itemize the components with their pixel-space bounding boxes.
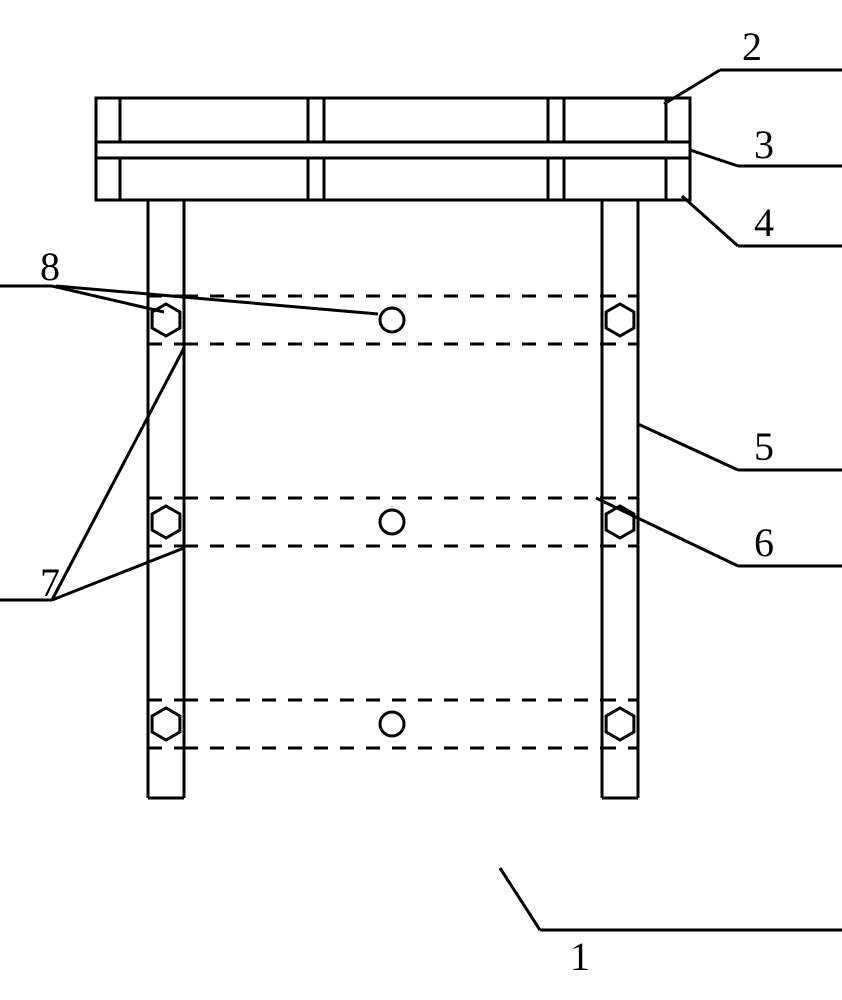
bolt-hex [606,304,634,336]
leader-line [638,424,738,470]
leader-line [664,70,720,104]
bolt-hex [152,506,180,538]
callout-label-5: 5 [754,424,774,469]
bolt-circle [380,712,404,736]
leader-line [682,196,738,246]
leader-line [690,150,738,166]
callout-label-7: 7 [40,560,60,605]
bolt-circle [380,308,404,332]
leader-line [596,498,738,566]
leader-line [52,348,184,600]
leader-line [56,286,378,314]
callout-label-4: 4 [754,200,774,245]
callout-label-1: 1 [570,934,590,979]
leader-line [500,868,540,930]
bolt-circle [380,510,404,534]
top-plate [96,158,690,200]
callout-label-6: 6 [754,520,774,565]
callout-label-8: 8 [40,244,60,289]
bolt-hex [606,708,634,740]
leader-line [52,548,184,600]
callout-label-2: 2 [742,24,762,69]
top-plate [96,98,690,142]
bolt-hex [152,708,180,740]
callout-label-3: 3 [754,122,774,167]
